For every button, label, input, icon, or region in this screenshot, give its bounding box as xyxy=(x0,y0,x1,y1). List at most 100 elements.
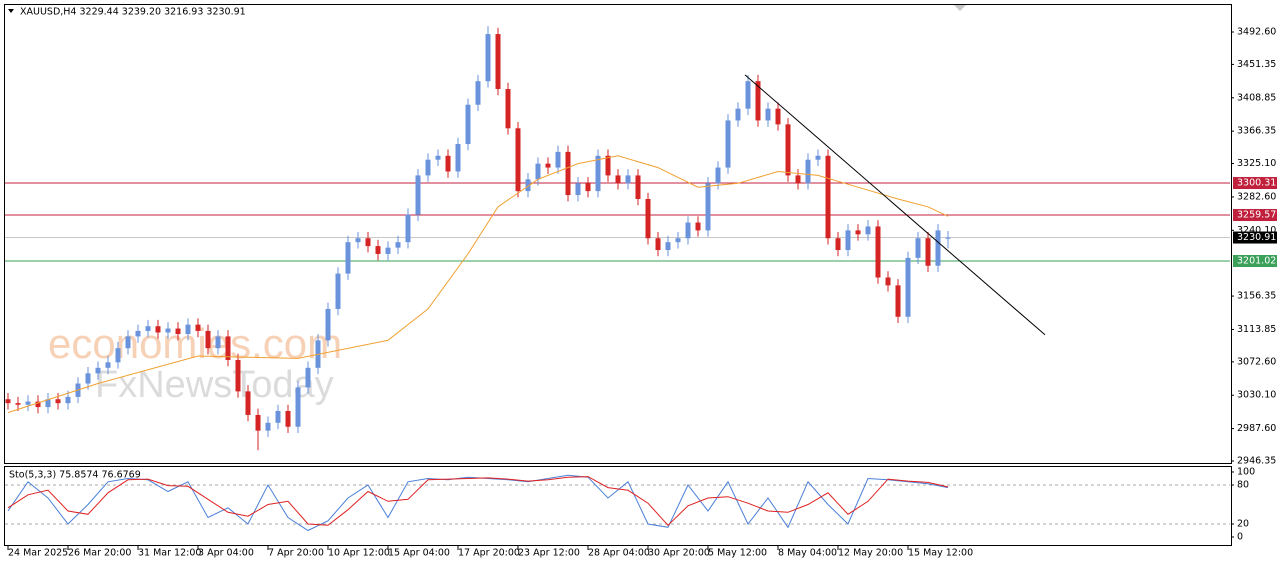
candle-body xyxy=(825,155,831,239)
level-label-box xyxy=(1233,231,1277,244)
candle-body xyxy=(695,222,701,231)
candle-body xyxy=(225,336,231,360)
candle-body xyxy=(165,328,171,333)
candle-body xyxy=(95,367,101,374)
y-tick-label: 3366.35 xyxy=(1237,126,1276,137)
indicator-tick-label: 20 xyxy=(1237,519,1249,530)
candle-body xyxy=(935,230,941,266)
indicator-title: Sto(5,3,3) 75.8574 76.6769 xyxy=(9,470,141,481)
candle-body xyxy=(215,336,221,349)
candle-body xyxy=(785,124,791,176)
candle-body xyxy=(555,151,561,168)
moving-average xyxy=(7,155,949,414)
x-tick-label: 3 Apr 04:00 xyxy=(198,548,254,559)
candle-body xyxy=(515,128,521,192)
candle-body xyxy=(25,401,31,405)
candle-body xyxy=(775,108,781,125)
candle-body xyxy=(495,34,501,90)
main-frame xyxy=(4,4,1232,464)
level-label: 3259.57 xyxy=(1237,210,1276,221)
watermark: economies.com FxNewsToday xyxy=(48,320,342,406)
candle-body xyxy=(175,328,181,335)
y-tick-label: 3113.85 xyxy=(1237,324,1276,335)
candle-body xyxy=(205,330,211,349)
candle-body xyxy=(415,175,421,215)
candle-body xyxy=(475,81,481,105)
candle-body xyxy=(375,246,381,254)
y-tick-label: 3240.10 xyxy=(1237,225,1276,236)
candle-body xyxy=(925,238,931,266)
candle-body xyxy=(435,155,441,160)
y-tick-label: 2987.60 xyxy=(1237,423,1276,434)
candle-body xyxy=(745,81,751,109)
y-tick-label: 3030.10 xyxy=(1237,390,1276,401)
candle-body xyxy=(405,214,411,243)
candle-body xyxy=(645,198,651,239)
x-tick-label: 17 Apr 20:00 xyxy=(458,548,520,559)
candle-body xyxy=(15,403,21,405)
candle-body xyxy=(45,399,51,408)
x-tick-label: 24 Mar 2025 xyxy=(8,548,68,559)
candle-body xyxy=(915,238,921,258)
y-tick-label: 3282.60 xyxy=(1237,191,1276,202)
level-label: 3300.31 xyxy=(1237,178,1276,189)
candle-body xyxy=(735,108,741,121)
candle-body xyxy=(365,238,371,247)
candle-body xyxy=(705,183,711,231)
candle-body xyxy=(295,387,301,427)
candle-body xyxy=(945,237,951,239)
candle-body xyxy=(865,226,871,235)
plot-area: economies.com FxNewsToday xyxy=(5,26,1230,451)
candle-body xyxy=(265,422,271,431)
candle-body xyxy=(685,222,691,239)
candle-body xyxy=(485,34,491,82)
x-tick-label: 15 May 12:00 xyxy=(908,548,973,559)
watermark-text: economies.com xyxy=(48,320,342,367)
x-tick-label: 28 Apr 04:00 xyxy=(588,548,650,559)
candle-body xyxy=(725,120,731,168)
indicator-frame xyxy=(4,466,1232,546)
candle-body xyxy=(575,183,581,196)
candle-body xyxy=(815,155,821,160)
level-label: 3230.91 xyxy=(1237,232,1276,243)
candle-body xyxy=(715,167,721,184)
candle-body xyxy=(335,273,341,309)
candle-body xyxy=(905,257,911,317)
candle-body xyxy=(895,285,901,317)
x-tick-label: 5 May 12:00 xyxy=(708,548,767,559)
candle-body xyxy=(65,396,71,404)
candle-body xyxy=(155,326,161,333)
candle-body xyxy=(755,81,761,121)
candle-body xyxy=(845,230,851,251)
watermark-text: FxNewsToday xyxy=(95,364,334,406)
candle-body xyxy=(185,324,191,335)
candle-body xyxy=(425,159,431,176)
candle-body xyxy=(105,362,111,368)
candle-body xyxy=(855,230,861,235)
level-label-box xyxy=(1233,209,1277,222)
candle-body xyxy=(765,108,771,121)
shift-marker xyxy=(954,5,966,11)
candle-body xyxy=(605,155,611,176)
y-tick-label: 3408.85 xyxy=(1237,92,1276,103)
candle-body xyxy=(35,401,41,408)
candle-body xyxy=(635,175,641,199)
candle-body xyxy=(885,277,891,286)
y-tick-label: 3072.60 xyxy=(1237,356,1276,367)
candle-body xyxy=(625,175,631,184)
x-tick-label: 31 Mar 12:00 xyxy=(138,548,201,559)
candle-body xyxy=(395,242,401,248)
candle-body xyxy=(535,163,541,180)
candle-body xyxy=(875,226,881,278)
menu-triangle[interactable] xyxy=(8,9,14,13)
level-label-box xyxy=(1233,177,1277,190)
level-label-box xyxy=(1233,254,1277,267)
candle-body xyxy=(655,238,661,251)
candle-body xyxy=(195,324,201,331)
x-tick-label: 7 Apr 20:00 xyxy=(268,548,324,559)
candle-body xyxy=(665,242,671,251)
candle-body xyxy=(345,242,351,274)
candle-body xyxy=(285,411,291,427)
candle-body xyxy=(565,151,571,196)
